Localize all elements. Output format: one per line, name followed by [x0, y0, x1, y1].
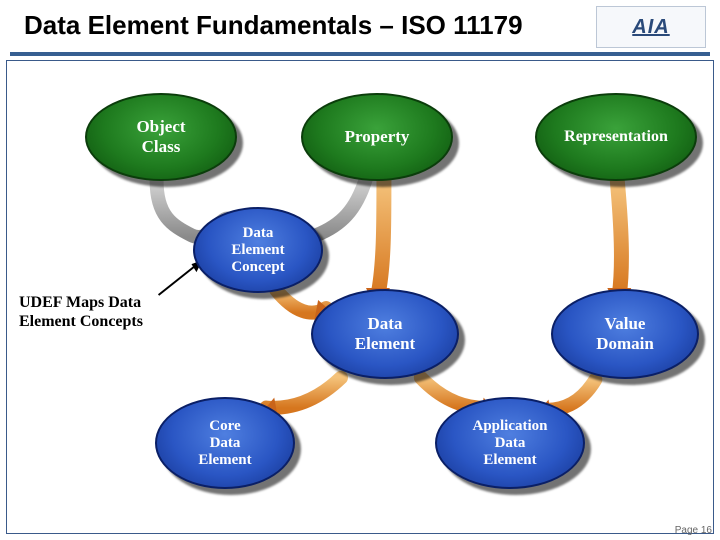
title-underline — [10, 52, 710, 56]
arrow-property-to-de — [378, 180, 384, 295]
node-object-class: Object Class — [85, 93, 237, 181]
pointer-line — [159, 260, 203, 295]
node-property-label: Property — [345, 127, 410, 147]
slide-title: Data Element Fundamentals – ISO 11179 — [24, 10, 523, 41]
slide-root: Data Element Fundamentals – ISO 11179 AI… — [0, 0, 720, 540]
node-core-de-label: Core Data Element — [198, 418, 251, 469]
node-representation: Representation — [535, 93, 697, 181]
node-data-element: Data Element — [311, 289, 459, 379]
node-core-de: Core Data Element — [155, 397, 295, 489]
content-frame: Object Class Property Representation Dat… — [6, 60, 714, 534]
node-representation-label: Representation — [564, 128, 668, 146]
node-vd-label: Value Domain — [596, 314, 654, 354]
node-app-de-label: Application Data Element — [472, 418, 547, 469]
node-value-domain: Value Domain — [551, 289, 699, 379]
node-app-de: Application Data Element — [435, 397, 585, 489]
page-number: Page 16 — [675, 525, 712, 536]
side-label-line2: Element Concepts — [19, 312, 143, 331]
side-label-line1: UDEF Maps Data — [19, 293, 143, 312]
node-dec-label: Data Element Concept — [231, 225, 284, 276]
logo: AIA — [596, 6, 706, 48]
logo-text: AIA — [632, 16, 669, 39]
arrow-rep-to-vd — [617, 180, 621, 295]
arrow-de-to-core — [266, 378, 341, 408]
side-label: UDEF Maps Data Element Concepts — [19, 293, 143, 331]
node-de-label: Data Element — [355, 314, 415, 354]
node-object-class-label: Object Class — [136, 117, 185, 157]
node-dec: Data Element Concept — [193, 207, 323, 293]
node-property: Property — [301, 93, 453, 181]
